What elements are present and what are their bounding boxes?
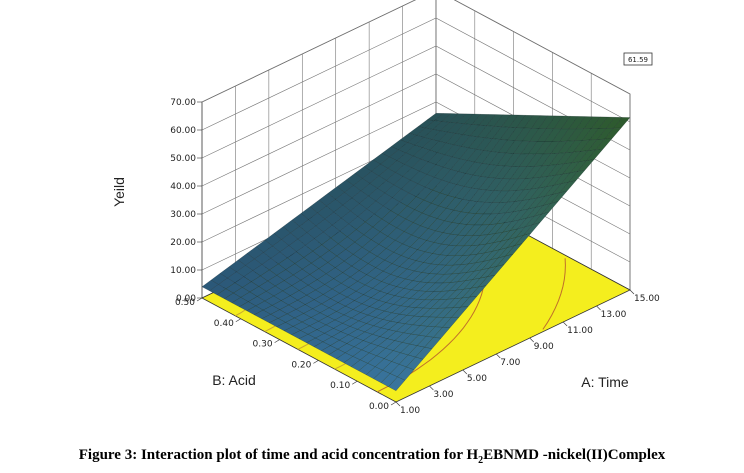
x-tick-label: 9.00 (534, 342, 554, 352)
y-tick-mark (274, 339, 280, 343)
caption-suffix: EBNMD -nickel(II)Complex (483, 447, 666, 463)
x-tick-mark (496, 353, 501, 359)
response-surface (201, 113, 631, 392)
max-value-box: 61.59 (623, 52, 653, 66)
y-axis-title: B: Acid (212, 372, 256, 388)
z-axis-title: Yeild (111, 177, 127, 207)
z-tick-label: 40.00 (170, 182, 196, 192)
z-tick-label: 70.00 (170, 98, 196, 108)
y-tick-mark (390, 401, 397, 406)
surface-plot: 0.00 10.00 20.00 30.00 40.00 50.00 60.00 70.00 0… (111, 0, 660, 416)
z-tick-label: 30.00 (170, 210, 196, 220)
x-tick-label: 15.00 (634, 294, 660, 304)
caption-subscript: 2 (478, 455, 484, 466)
x-tick-label: 5.00 (467, 374, 487, 384)
y-tick-label: 0.30 (253, 340, 273, 350)
x-tick-mark (429, 385, 434, 391)
x-tick-mark (529, 337, 534, 343)
x-tick-mark (462, 369, 468, 375)
z-tick-label: 60.00 (170, 126, 196, 136)
x-tick-label: 13.00 (601, 310, 627, 320)
contour-line (542, 258, 566, 330)
x-tick-label: 1.00 (400, 406, 420, 416)
y-tick-label: 0.00 (369, 402, 389, 412)
figure-caption: Figure 3: Interaction plot of time and a… (0, 447, 744, 466)
y-tick-label: 0.50 (175, 298, 195, 308)
y-tick-label: 0.40 (214, 319, 234, 329)
y-tick-mark (313, 360, 319, 364)
y-tick-mark (352, 380, 358, 385)
surface-cell (388, 376, 406, 392)
z-tick-label: 0.00 (176, 294, 196, 304)
caption-prefix: Figure 3: Interaction plot of time and a… (78, 447, 479, 463)
z-tick-label: 10.00 (170, 266, 196, 276)
x-tick-label: 3.00 (433, 390, 453, 400)
y-tick-mark (235, 318, 241, 323)
z-tick-label: 20.00 (170, 238, 196, 248)
y-tick-mark (196, 297, 203, 302)
x-tick-label: 11.00 (567, 326, 593, 336)
z-gridline (201, 0, 631, 103)
max-value-label: 61.59 (628, 56, 648, 64)
axis-ticks: 0.00 10.00 20.00 30.00 40.00 50.00 60.00 70.00 0… (170, 98, 660, 416)
z-tick-label: 50.00 (170, 154, 196, 164)
y-tick-label: 0.20 (291, 360, 311, 370)
x-tick-mark (596, 305, 601, 311)
x-axis-title: A: Time (581, 374, 629, 390)
y-tick-label: 0.10 (330, 381, 350, 391)
x-tick-label: 7.00 (500, 358, 520, 368)
x-tick-mark (629, 289, 635, 295)
x-tick-mark (395, 401, 401, 407)
x-tick-mark (562, 321, 568, 327)
